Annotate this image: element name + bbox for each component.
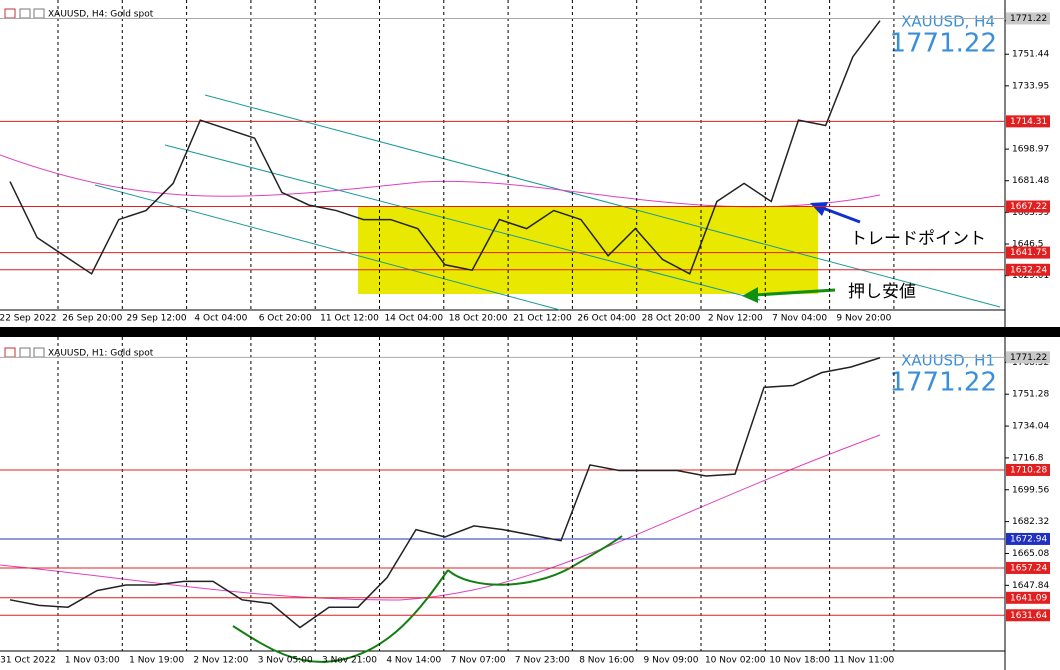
level-label: 1672.94 (1010, 534, 1047, 544)
x-tick-label: 7 Nov 04:00 (772, 314, 827, 324)
x-tick-label: 28 Oct 20:00 (642, 314, 701, 324)
level-box (1006, 609, 1050, 622)
curve (232, 569, 449, 663)
level-box (1006, 591, 1050, 604)
x-tick-label: 9 Nov 09:00 (644, 656, 699, 666)
x-tick-label: 11 Nov 11:00 (834, 656, 895, 666)
level-label: 1641.75 (1010, 248, 1047, 258)
x-tick-label: 10 Nov 18:00 (769, 656, 830, 666)
chart-title: XAUUSD, H1: Gold spot (48, 349, 154, 359)
price: 1771.22 (889, 368, 997, 398)
x-tick-label: 2 Nov 12:00 (193, 656, 248, 666)
arrow (754, 288, 836, 297)
arrow (819, 205, 861, 224)
x-tick-label: 9 Nov 20:00 (836, 314, 891, 324)
y-tick-label: 1646.5 (1012, 239, 1044, 249)
price-series (9, 357, 881, 629)
level-box (1006, 246, 1050, 259)
x-tick-label: 3 Nov 05:00 (258, 656, 313, 666)
x-tick-label: 1 Nov 03:00 (65, 656, 120, 666)
price-label: 1771.22 (1010, 353, 1047, 363)
x-tick-label: 26 Sep 20:00 (62, 314, 122, 324)
curve (447, 535, 623, 586)
symbol: XAUUSD, H1 (901, 352, 995, 370)
x-tick-label: 26 Oct 04:00 (577, 314, 636, 324)
level-label: 1714.31 (1010, 117, 1047, 127)
x-tick-label: 21 Oct 12:00 (513, 314, 572, 324)
level-box (1006, 115, 1050, 128)
y-tick-label: 1682.32 (1012, 517, 1049, 527)
level-label: 1632.24 (1010, 265, 1047, 275)
separator (0, 327, 1060, 337)
x-tick-label: 1 Nov 19:00 (129, 656, 184, 666)
level-label: 1710.28 (1010, 465, 1047, 475)
level-box (1006, 200, 1050, 213)
level-box (1006, 532, 1050, 545)
y-tick-label: 1734.04 (1012, 422, 1049, 432)
y-tick-label: 1751.28 (1012, 390, 1049, 400)
level-label: 1657.24 (1010, 563, 1047, 573)
arrow-head (810, 202, 828, 216)
x-tick-label: 3 Nov 21:00 (322, 656, 377, 666)
x-tick-label: 29 Sep 12:00 (127, 314, 187, 324)
x-tick-label: 7 Nov 23:00 (515, 656, 570, 666)
arrow-head (742, 287, 758, 303)
y-tick-label: 1751.44 (1012, 50, 1049, 60)
level-box (1006, 463, 1050, 476)
zone (358, 206, 818, 294)
x-tick-label: 7 Nov 07:00 (451, 656, 506, 666)
y-tick-label: 1663.99 (1012, 208, 1049, 218)
x-tick-label: 22 Sep 2022 (0, 314, 57, 324)
symbol: XAUUSD, H4 (901, 13, 995, 31)
x-tick-label: 8 Nov 16:00 (579, 656, 634, 666)
x-tick-label: 14 Oct 04:00 (384, 314, 443, 324)
y-tick-label: 1629.01 (1012, 271, 1049, 281)
annotation: トレードポイント (850, 229, 986, 249)
x-tick-label: 2 Nov 12:00 (708, 314, 763, 324)
x-tick-label: 10 Nov 02:00 (705, 656, 766, 666)
y-tick-label: 1647.84 (1012, 581, 1049, 591)
x-tick-label: 4 Oct 04:00 (194, 314, 247, 324)
price-box (1006, 12, 1050, 25)
x-tick-label: 11 Oct 12:00 (320, 314, 379, 324)
x-tick-label: 18 Oct 20:00 (449, 314, 508, 324)
price-series (9, 20, 881, 275)
x-tick-label: 4 Nov 14:00 (386, 656, 441, 666)
y-tick-label: 1733.95 (1012, 81, 1049, 91)
level-box (1006, 561, 1050, 574)
price-box (1006, 351, 1050, 364)
chart-title: XAUUSD, H4: Gold spot (48, 10, 154, 20)
price-label: 1771.22 (1010, 14, 1047, 24)
level-label: 1631.64 (1010, 611, 1047, 621)
price: 1771.22 (889, 29, 997, 59)
y-tick-label: 1681.48 (1012, 176, 1049, 186)
y-tick-label: 1716.8 (1012, 453, 1044, 463)
channel-line (94, 184, 561, 311)
channel-line (204, 94, 1001, 308)
y-tick-label: 1665.08 (1012, 549, 1049, 559)
level-box (1006, 263, 1050, 276)
channel-line (164, 144, 761, 301)
x-tick-label: 31 Oct 2022 (0, 656, 56, 666)
y-tick-label: 1699.56 (1012, 485, 1049, 495)
y-tick-label: 1698.97 (1012, 145, 1049, 155)
annotation: 押し安値 (848, 282, 916, 302)
x-tick-label: 6 Oct 20:00 (259, 314, 312, 324)
level-label: 1667.22 (1010, 202, 1047, 212)
level-label: 1641.09 (1010, 593, 1047, 603)
